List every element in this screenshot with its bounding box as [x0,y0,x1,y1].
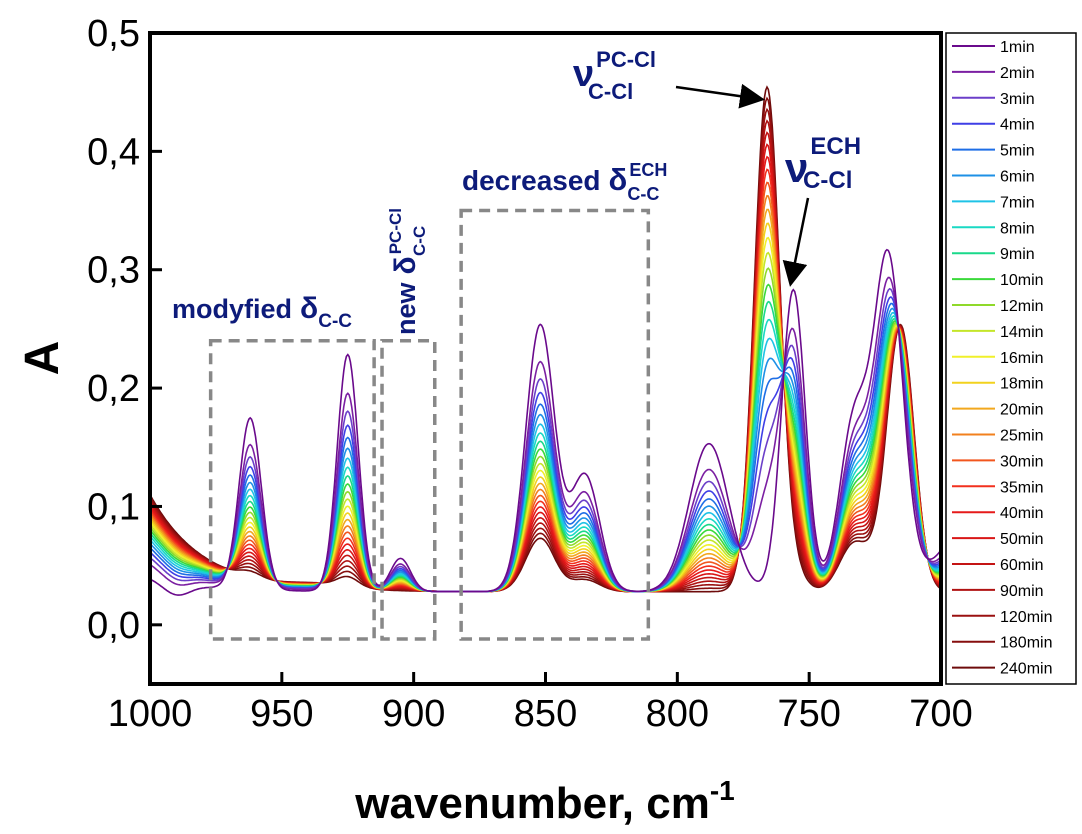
spectrum-30min [150,181,941,593]
legend-label: 7min [1000,194,1035,211]
annotation-new: newδPC-Cl C-C [386,208,429,335]
arrow-nu-pc [675,83,765,109]
legend-label: 30min [1000,453,1044,470]
legend-label: 1min [1000,39,1035,56]
spectrum-1min [150,248,941,596]
spectrum-20min [150,208,941,593]
x-tick-label: 750 [777,693,840,735]
legend-label: 5min [1000,143,1035,160]
legend-label: 35min [1000,479,1044,496]
x-tick-label: 1000 [108,693,193,735]
spectrum-2min [150,276,941,593]
y-tick-label: 0,5 [87,13,140,55]
x-tick-label: 850 [514,693,577,735]
x-tick-label: 700 [909,693,972,735]
x-axis-ticks: 1000 950 900 850 800 750 700 [108,672,973,735]
y-tick-label: 0,4 [87,131,140,173]
legend-label: 60min [1000,557,1044,574]
legend-label: 40min [1000,505,1044,522]
y-tick-label: 0,0 [87,605,140,647]
region-box [208,338,376,641]
y-tick-label: 0,3 [87,250,140,292]
legend-label: 16min [1000,350,1044,367]
y-axis-ticks: 0,0 0,1 0,2 0,3 0,4 0,5 [87,13,162,647]
spectrum-50min [150,143,941,593]
legend-label: 9min [1000,246,1035,263]
legend-label: 90min [1000,583,1044,600]
legend-label: 8min [1000,220,1035,237]
legend-box [945,32,1077,685]
annotation-decreased: decreased δ ECH C-C [462,160,667,204]
legend-label: 25min [1000,428,1044,445]
legend-label: 14min [1000,324,1044,341]
legend-label: 6min [1000,169,1035,186]
legend-label: 12min [1000,298,1044,315]
x-tick-label: 900 [382,693,445,735]
x-tick-label: 800 [646,693,709,735]
legend-label: 4min [1000,117,1035,134]
y-tick-label: 0,2 [87,368,140,410]
legend: 1min 2min 3min 4min 5min 6min 7min 8min 9min 10mi… [952,39,1052,678]
x-axis-title: wavenumber, cm-1 [354,775,735,828]
arrow-nu-ech [782,197,810,287]
legend-label: 3min [1000,91,1035,108]
y-tick-label: 0,1 [87,486,140,528]
annotation-nu-ech: νECH C-Cl [785,133,861,194]
x-tick-label: 950 [250,693,313,735]
y-axis-title: A [16,341,69,376]
legend-label: 120min [1000,609,1052,626]
region-box [459,208,651,641]
spectrum-60min [150,131,941,593]
legend-label: 18min [1000,376,1044,393]
legend-label: 240min [1000,661,1052,678]
legend-label: 10min [1000,272,1044,289]
region-boxes [208,208,651,641]
spectra-series [150,85,941,596]
legend-label: 20min [1000,402,1044,419]
annotation-nu-pc: νPC-Cl C-Cl [573,47,656,104]
annotation-modified: modyfied δC-C [172,292,352,332]
legend-label: 50min [1000,531,1044,548]
legend-label: 180min [1000,635,1052,652]
legend-label: 2min [1000,65,1035,82]
region-box [380,338,437,641]
